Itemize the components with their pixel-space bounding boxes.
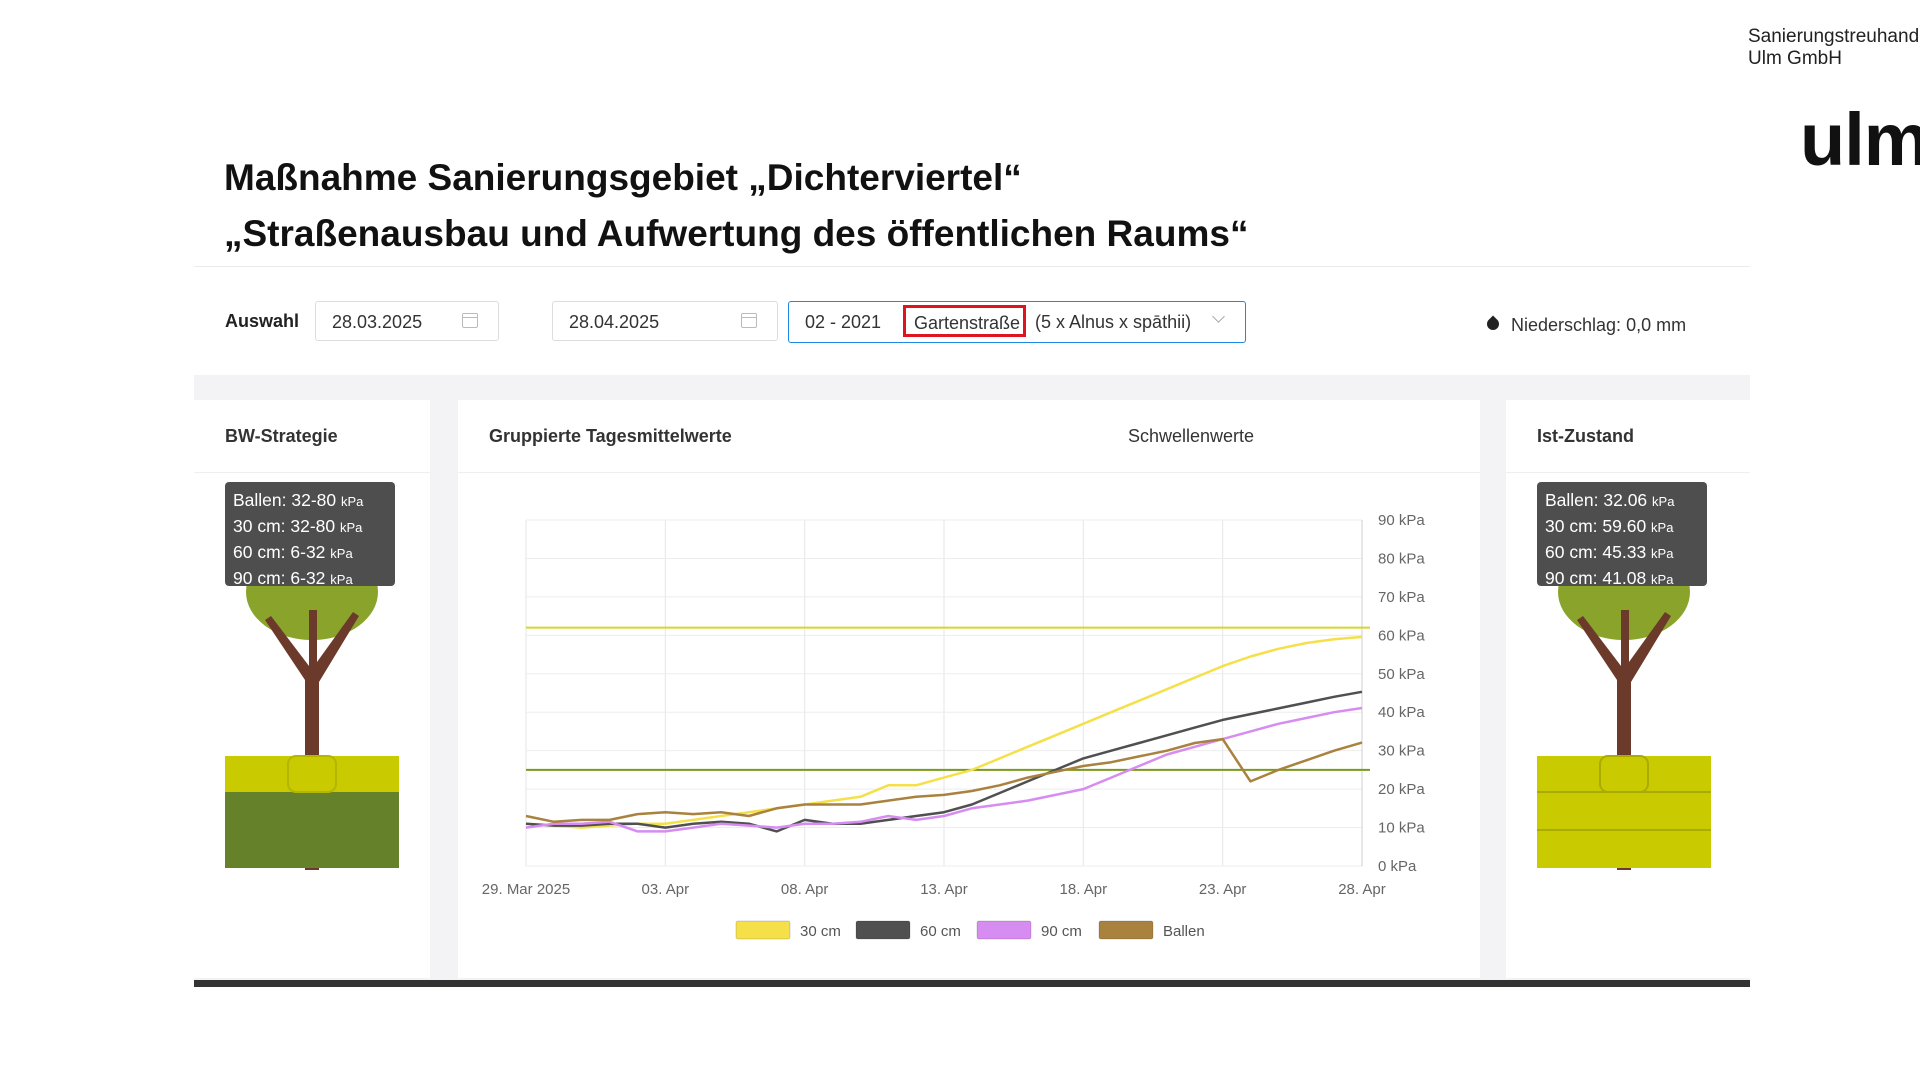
- chart-panel-title: Gruppierte Tagesmittelwerte: [489, 426, 732, 446]
- strategy-row: 60 cm: 6-32 kPa: [233, 542, 353, 562]
- current-state-panel: Ist-Zustand Ballen: 32.06 kPa 30 cm: 59.…: [1506, 400, 1750, 978]
- page-title-line2: „Straßenausbau und Aufwertung des öffent…: [224, 213, 1249, 254]
- y-tick-label: 50 kPa: [1378, 666, 1425, 683]
- x-tick-label: 08. Apr: [781, 881, 829, 898]
- legend-swatch: [976, 920, 1032, 940]
- series-line-60-cm: [525, 690, 1363, 833]
- strategy-tooltip: Ballen: 32-80 kPa 30 cm: 32-80 kPa 60 cm…: [225, 482, 395, 588]
- bw-strategy-panel: BW-Strategie Ballen: 32-80 kPa 30 cm: 32…: [194, 400, 430, 978]
- page-title-line1: Maßnahme Sanierungsgebiet „Dichtervierte…: [224, 157, 1022, 198]
- ulm-logo: ulm: [1800, 98, 1920, 181]
- dashboard-screenshot: Auswahl 28.03.2025 28.04.2025 02 - 2021 …: [194, 266, 1750, 986]
- x-tick-label: 18. Apr: [1060, 881, 1108, 898]
- state-row: 30 cm: 59.60 kPa: [1545, 516, 1674, 536]
- precipitation-readout: Niederschlag: 0,0 mm: [1484, 315, 1687, 336]
- y-tick-label: 70 kPa: [1378, 589, 1425, 606]
- x-tick-label: 13. Apr: [920, 881, 968, 898]
- legend-swatch: [855, 920, 911, 940]
- y-tick-label: 10 kPa: [1378, 820, 1425, 837]
- plant-species: (5 x Alnus x spāthii): [1035, 312, 1192, 332]
- strategy-row: Ballen: 32-80 kPa: [233, 490, 364, 510]
- series-line-ballen: [525, 737, 1363, 824]
- precip-value: 0,0: [1626, 315, 1652, 335]
- state-row: Ballen: 32.06 kPa: [1545, 490, 1675, 510]
- legend-label: Ballen: [1163, 923, 1205, 940]
- org-name-line1: Sanierungstreuhand: [1748, 26, 1920, 47]
- selection-toolbar: Auswahl 28.03.2025 28.04.2025 02 - 2021 …: [194, 266, 1750, 375]
- state-row: 90 cm: 41.08 kPa: [1545, 568, 1674, 588]
- legend-label: 60 cm: [920, 923, 961, 940]
- plant-street-highlight: Gartenstraße: [903, 305, 1027, 337]
- legend-label: 90 cm: [1041, 923, 1082, 940]
- y-tick-label: 60 kPa: [1378, 627, 1425, 644]
- date-from-input[interactable]: 28.03.2025: [315, 301, 499, 341]
- page-title: Maßnahme Sanierungsgebiet „Dichtervierte…: [224, 150, 1248, 262]
- line-chart: 29. Mar 2025 03. Apr 08. Apr 13. Apr 18. Apr…: [482, 512, 1426, 940]
- x-tick-label: 28. Apr: [1338, 881, 1386, 898]
- tree-soil-illustration: [1537, 550, 1711, 870]
- plant-select[interactable]: 02 - 2021 Gartenstraße (5 x Alnus x spāt…: [788, 301, 1246, 343]
- panel-header: Gruppierte Tagesmittelwerte Schwellenwer…: [458, 400, 1722, 473]
- panel-header: BW-Strategie: [194, 400, 430, 473]
- legend-swatch: [1098, 920, 1154, 940]
- strategy-row: 30 cm: 32-80 kPa: [233, 516, 363, 536]
- current-state-tooltip: Ballen: 32.06 kPa 30 cm: 59.60 kPa 60 cm…: [1537, 482, 1707, 588]
- threshold-label: Schwellenwerte: [1128, 426, 1255, 446]
- org-name-line2: Ulm GmbH: [1748, 48, 1842, 69]
- screenshot-bottom-border: [194, 980, 1750, 987]
- raindrop-icon: [1484, 315, 1502, 333]
- precip-label: Niederschlag:: [1511, 315, 1622, 335]
- tree-soil-illustration: [225, 550, 399, 870]
- chevron-down-icon[interactable]: [1212, 310, 1225, 323]
- y-tick-label: 40 kPa: [1378, 704, 1425, 721]
- current-state-title: Ist-Zustand: [1537, 426, 1634, 446]
- calendar-icon[interactable]: [741, 313, 757, 328]
- panel-header: Ist-Zustand: [1506, 400, 1750, 473]
- y-tick-label: 20 kPa: [1378, 781, 1425, 798]
- legend-label: 30 cm: [800, 923, 841, 940]
- org-name: Sanierungstreuhand Ulm GmbH: [1748, 26, 1919, 70]
- plant-code: 02 - 2021: [805, 312, 882, 332]
- calendar-icon[interactable]: [462, 313, 478, 328]
- y-tick-label: 0 kPa: [1378, 858, 1417, 875]
- x-tick-label: 29. Mar 2025: [482, 881, 570, 898]
- date-to-value: 28.04.2025: [569, 312, 660, 332]
- x-tick-label: 03. Apr: [642, 881, 690, 898]
- date-from-value: 28.03.2025: [332, 312, 423, 332]
- precip-unit: mm: [1656, 315, 1687, 335]
- y-tick-label: 80 kPa: [1378, 550, 1425, 567]
- date-to-input[interactable]: 28.04.2025: [552, 301, 778, 341]
- bw-strategy-title: BW-Strategie: [225, 426, 338, 446]
- legend-swatch: [735, 920, 791, 940]
- selection-label: Auswahl: [225, 311, 300, 331]
- state-row: 60 cm: 45.33 kPa: [1545, 542, 1674, 562]
- y-tick-label: 90 kPa: [1378, 512, 1425, 529]
- chart-panel: Gruppierte Tagesmittelwerte Schwellenwer…: [458, 400, 1722, 978]
- y-tick-label: 30 kPa: [1378, 743, 1425, 760]
- strategy-row: 90 cm: 6-32 kPa: [233, 568, 353, 588]
- x-tick-label: 23. Apr: [1199, 881, 1247, 898]
- series-line-30-cm: [525, 635, 1363, 829]
